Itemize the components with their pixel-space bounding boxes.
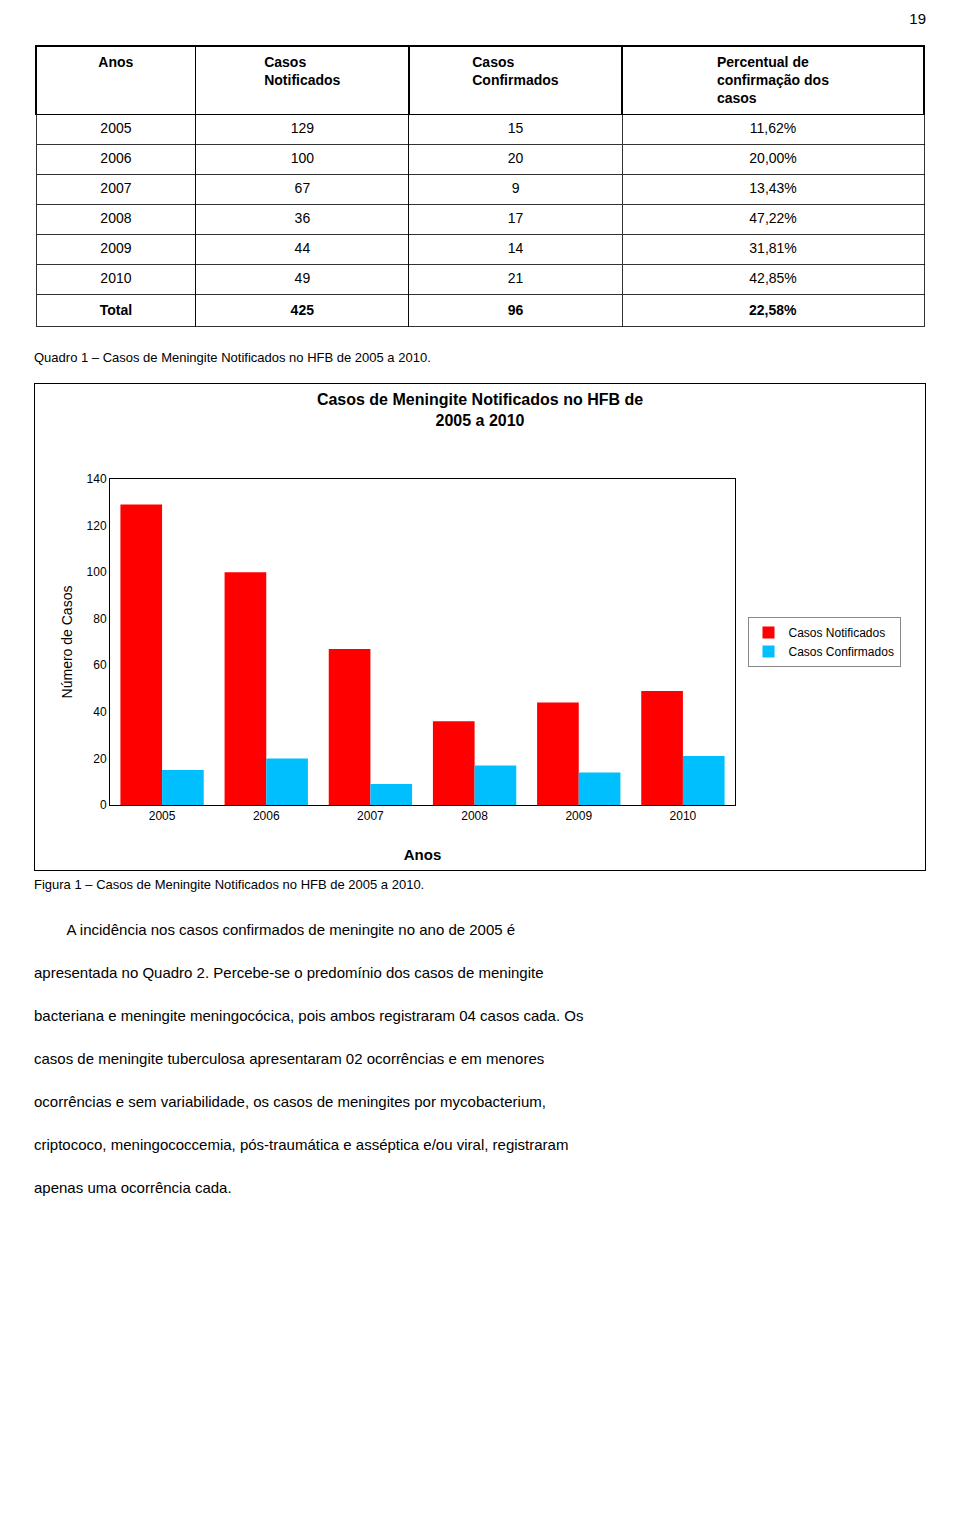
svg-text:2006: 2006 bbox=[100, 150, 131, 166]
svg-text:Total: Total bbox=[100, 302, 132, 318]
svg-text:2007: 2007 bbox=[100, 180, 131, 196]
html-text:bacteriana e meningite meningo: bacteriana e meningite meningocócica, po… bbox=[34, 1007, 584, 1024]
svg-text:2009: 2009 bbox=[565, 809, 592, 823]
svg-text:2007: 2007 bbox=[357, 809, 384, 823]
svg-text:129: 129 bbox=[291, 120, 315, 136]
svg-text:96: 96 bbox=[508, 302, 524, 318]
svg-text:120: 120 bbox=[87, 519, 107, 533]
html-text:19: 19 bbox=[909, 10, 926, 27]
svg-text:2010: 2010 bbox=[670, 809, 697, 823]
svg-text:2005: 2005 bbox=[149, 809, 176, 823]
svg-text:CasosNotificados: CasosNotificados bbox=[264, 54, 340, 88]
svg-text:49: 49 bbox=[295, 270, 311, 286]
svg-text:2005: 2005 bbox=[100, 120, 131, 136]
svg-text:42,85%: 42,85% bbox=[749, 270, 796, 286]
svg-text:15: 15 bbox=[508, 120, 524, 136]
svg-text:14: 14 bbox=[508, 240, 524, 256]
svg-text:80: 80 bbox=[93, 612, 107, 626]
svg-text:2009: 2009 bbox=[100, 240, 131, 256]
html-text:ocorrências e sem variabilidad: ocorrências e sem variabilidade, os caso… bbox=[34, 1093, 546, 1110]
svg-text:Casos Notificados: Casos Notificados bbox=[789, 626, 886, 640]
svg-text:Anos: Anos bbox=[98, 54, 133, 70]
svg-text:0: 0 bbox=[100, 798, 107, 812]
svg-text:60: 60 bbox=[93, 658, 107, 672]
html-text:A incidência nos casos confirm: A incidência nos casos confirmados de me… bbox=[34, 921, 516, 938]
svg-text:44: 44 bbox=[295, 240, 311, 256]
svg-text:Casos de Meningite Notificados: Casos de Meningite Notificados no HFB de… bbox=[317, 391, 643, 429]
svg-text:67: 67 bbox=[295, 180, 311, 196]
svg-text:17: 17 bbox=[508, 210, 524, 226]
svg-text:47,22%: 47,22% bbox=[749, 210, 796, 226]
html-text:criptococo, meningococcemia, p: criptococo, meningococcemia, pós-traumát… bbox=[34, 1136, 569, 1153]
svg-text:Anos: Anos bbox=[404, 846, 442, 863]
svg-text:20: 20 bbox=[508, 150, 524, 166]
svg-text:2010: 2010 bbox=[100, 270, 131, 286]
svg-text:2008: 2008 bbox=[461, 809, 488, 823]
svg-text:140: 140 bbox=[87, 472, 107, 486]
svg-text:Percentual deconfirmação dosca: Percentual deconfirmação doscasos bbox=[717, 54, 829, 106]
svg-text:100: 100 bbox=[87, 565, 107, 579]
svg-text:Número de Casos: Número de Casos bbox=[59, 586, 75, 699]
svg-text:31,81%: 31,81% bbox=[749, 240, 796, 256]
svg-text:Casos Confirmados: Casos Confirmados bbox=[789, 645, 894, 659]
svg-text:100: 100 bbox=[291, 150, 315, 166]
svg-text:40: 40 bbox=[93, 705, 107, 719]
svg-text:20: 20 bbox=[93, 752, 107, 766]
svg-text:11,62%: 11,62% bbox=[750, 120, 796, 136]
svg-text:425: 425 bbox=[291, 302, 315, 318]
svg-text:22,58%: 22,58% bbox=[749, 302, 797, 318]
html-text:apresentada no Quadro 2. Perce: apresentada no Quadro 2. Percebe-se o pr… bbox=[34, 964, 544, 981]
svg-text:9: 9 bbox=[512, 180, 520, 196]
svg-text:13,43%: 13,43% bbox=[749, 180, 796, 196]
html-text:Quadro 1 – Casos de Meningite: Quadro 1 – Casos de Meningite Notificado… bbox=[34, 350, 431, 365]
html-text:apenas uma ocorrência cada.: apenas uma ocorrência cada. bbox=[34, 1179, 232, 1196]
svg-text:36: 36 bbox=[295, 210, 311, 226]
svg-text:CasosConfirmados: CasosConfirmados bbox=[472, 54, 559, 88]
html-text:Figura 1 – Casos de Meningite: Figura 1 – Casos de Meningite Notificado… bbox=[34, 877, 425, 892]
html-text:casos de meningite tuberculosa: casos de meningite tuberculosa apresenta… bbox=[34, 1050, 545, 1067]
svg-text:2006: 2006 bbox=[253, 809, 280, 823]
svg-text:21: 21 bbox=[508, 270, 524, 286]
svg-text:2008: 2008 bbox=[100, 210, 131, 226]
svg-text:20,00%: 20,00% bbox=[749, 150, 796, 166]
